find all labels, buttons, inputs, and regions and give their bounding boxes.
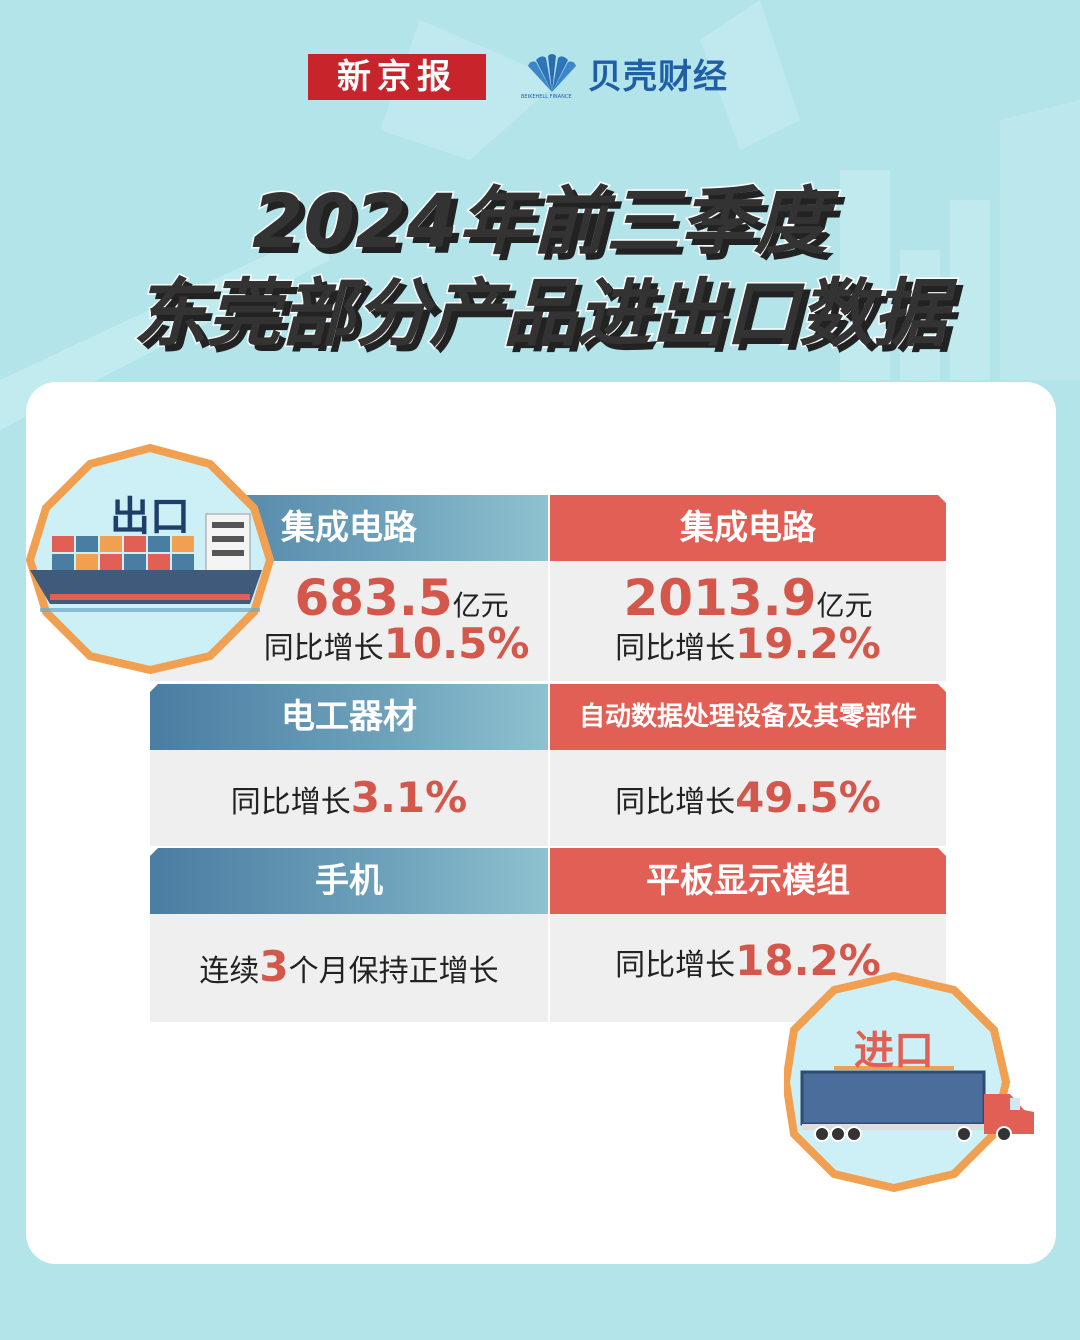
import-item-3-growth: 18.2% (735, 936, 881, 985)
import-item-2-header: 自动数据处理设备及其零部件 (550, 684, 946, 750)
export-item-2-growth: 3.1% (350, 773, 468, 822)
import-item-1-unit: 亿元 (816, 589, 873, 622)
beike-finance-logo-text: 贝壳财经 (588, 57, 728, 97)
import-item-1-value: 2013.9 (623, 569, 817, 627)
truck-icon (800, 1066, 1034, 1142)
import-item-2-growth: 49.5% (735, 773, 881, 822)
xinjingbao-logo: 新京报 (308, 54, 486, 100)
import-item-3-header: 平板显示模组 (550, 848, 946, 914)
beike-finance-subtitle: BEIKEHELL FINANCE (521, 94, 572, 100)
export-item-3-body: 连续3个月保持正增长 (150, 914, 548, 1022)
page-title-line1: 2024年前三季度 (251, 178, 830, 267)
import-item-2-body: 同比增长49.5% (550, 750, 946, 846)
import-item-1-growth-label: 同比增长 (615, 631, 736, 666)
export-item-1-unit: 亿元 (452, 589, 509, 622)
beike-shell-logo-icon (528, 54, 576, 92)
import-item-3-body: 同比增长18.2% (550, 914, 946, 1022)
export-badge-label: 出口 (110, 494, 190, 540)
export-item-2-name: 电工器材 (281, 697, 417, 737)
export-item-3-header: 手机 (150, 848, 548, 914)
export-item-1-name: 集成电路 (281, 508, 417, 548)
export-item-3-name: 手机 (315, 861, 383, 901)
export-item-1-growth: 10.5% (383, 619, 530, 668)
export-item-2-growth-label: 同比增长 (230, 785, 351, 820)
export-item-3-highlight: 3 (259, 942, 289, 991)
export-badge (26, 444, 274, 674)
export-item-1-value: 683.5 (294, 569, 453, 627)
import-item-1-body: 2013.9亿元 同比增长19.2% (550, 561, 946, 681)
export-item-2-body: 同比增长3.1% (150, 750, 548, 846)
export-item-2-header: 电工器材 (150, 684, 548, 750)
export-item-3-text-prefix: 连续 (199, 954, 260, 989)
import-badge-label: 进口 (854, 1028, 934, 1074)
import-item-3-name: 平板显示模组 (646, 861, 850, 901)
import-item-2-name: 自动数据处理设备及其零部件 (578, 702, 917, 732)
cargo-ship-icon (30, 513, 262, 612)
page-title-line2: 东莞部分产品进出口数据 (132, 270, 949, 359)
import-item-1-name: 集成电路 (680, 508, 816, 548)
export-item-1-growth-label: 同比增长 (263, 631, 384, 666)
import-item-1-growth: 19.2% (735, 619, 881, 668)
import-item-2-growth-label: 同比增长 (615, 785, 736, 820)
import-badge (784, 972, 1034, 1193)
import-item-3-growth-label: 同比增长 (615, 948, 736, 983)
header: 新京报 贝壳财经 BEIKEHELL FINANCE (0, 52, 1080, 102)
import-item-1-header: 集成电路 (550, 495, 946, 561)
export-item-3-text-suffix: 个月保持正增长 (288, 954, 499, 989)
